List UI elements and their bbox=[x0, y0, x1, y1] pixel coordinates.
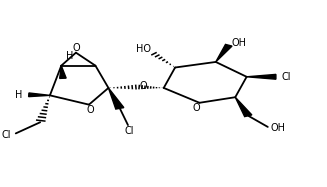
Text: Cl: Cl bbox=[2, 130, 11, 140]
Text: O: O bbox=[192, 103, 200, 113]
Polygon shape bbox=[247, 74, 276, 79]
Polygon shape bbox=[109, 88, 124, 109]
Text: OH: OH bbox=[271, 123, 286, 133]
Text: O: O bbox=[87, 105, 95, 115]
Text: O: O bbox=[72, 43, 80, 53]
Text: H: H bbox=[66, 51, 73, 61]
Text: H: H bbox=[15, 90, 23, 100]
Polygon shape bbox=[60, 66, 66, 78]
Text: O: O bbox=[140, 81, 147, 91]
Polygon shape bbox=[29, 93, 50, 97]
Polygon shape bbox=[216, 44, 232, 62]
Text: OH: OH bbox=[231, 38, 246, 48]
Polygon shape bbox=[235, 97, 252, 117]
Text: HO: HO bbox=[136, 44, 151, 54]
Text: Cl: Cl bbox=[282, 72, 291, 82]
Text: Cl: Cl bbox=[125, 126, 134, 136]
